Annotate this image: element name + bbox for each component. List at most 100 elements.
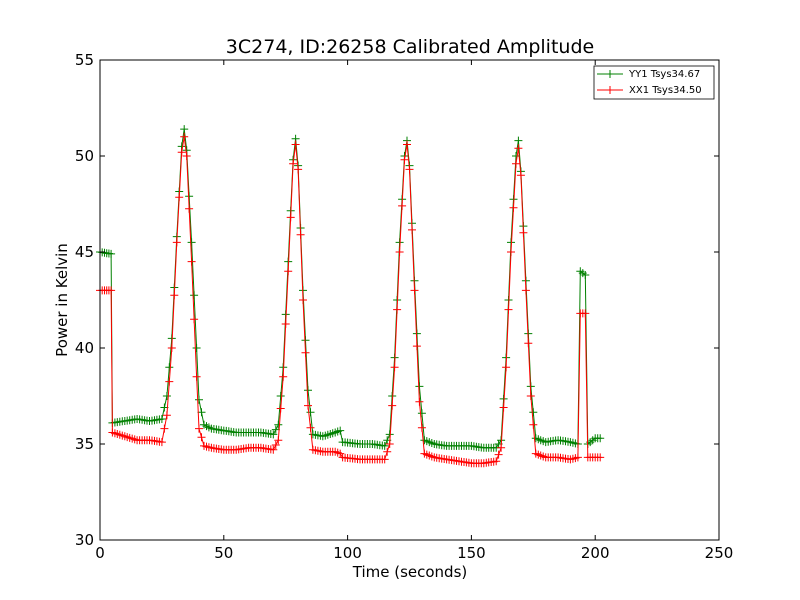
plot-frame (99, 59, 720, 541)
legend-box (593, 65, 715, 100)
data-point-yy1 (197, 408, 206, 417)
data-point-yy1 (162, 392, 171, 400)
data-point-xx1 (417, 423, 426, 432)
data-point-yy1 (306, 408, 315, 417)
data-point-xx1 (390, 363, 399, 372)
legend: YY1 Tsys34.67 XX1 Tsys34.50 (593, 65, 715, 100)
data-point-xx1 (410, 286, 419, 295)
data-point-xx1 (412, 342, 421, 351)
data-point-yy1 (107, 249, 116, 258)
data-point-xx1 (192, 372, 201, 381)
data-point-xx1 (195, 424, 203, 433)
data-point-xx1 (405, 165, 414, 174)
data-point-xx1 (383, 447, 392, 456)
data-point-xx1 (403, 140, 411, 149)
data-point-xx1 (279, 372, 288, 381)
data-point-yy1 (269, 430, 278, 439)
data-point-xx1 (395, 248, 404, 256)
data-point-yy1 (336, 426, 345, 435)
data-point-yy1 (304, 386, 312, 395)
data-point-yy1 (581, 271, 590, 279)
data-point-xx1 (400, 155, 409, 164)
series-layer (96, 125, 605, 468)
data-point-xx1 (296, 230, 305, 239)
ticks-layer: 0 50 100 150 200 250 30 35 40 45 50 55 (75, 51, 733, 562)
data-point-xx1 (398, 201, 407, 210)
data-point-yy1 (195, 395, 203, 404)
data-point-yy1 (529, 408, 538, 417)
data-point-xx1 (162, 411, 171, 420)
legend-label-xx1: XX1 Tsys34.50 (629, 85, 702, 96)
data-point-yy1 (274, 420, 283, 429)
data-point-xx1 (573, 453, 582, 462)
data-point-xx1 (388, 401, 397, 410)
data-point-xx1 (516, 171, 525, 180)
data-point-xx1 (187, 257, 196, 266)
data-point-xx1 (408, 225, 416, 234)
data-point-xx1 (512, 159, 520, 168)
x-tick-label: 100 (333, 544, 362, 562)
data-point-xx1 (286, 213, 295, 222)
data-point-xx1 (197, 433, 206, 442)
data-point-xx1 (507, 248, 515, 256)
data-point-xx1 (393, 305, 402, 314)
data-point-xx1 (190, 315, 199, 324)
data-point-yy1 (596, 434, 605, 443)
data-point-xx1 (177, 148, 186, 157)
data-point-xx1 (160, 424, 169, 433)
data-point-yy1 (271, 425, 280, 434)
chart-title: 3C274, ID:26258 Calibrated Amplitude (226, 36, 594, 58)
data-point-xx1 (596, 453, 605, 462)
x-axis-label: Time (seconds) (352, 563, 468, 581)
legend-marker-yy1 (606, 70, 614, 78)
data-point-xx1 (519, 228, 528, 237)
data-point-yy1 (180, 125, 189, 134)
x-tick-label: 200 (581, 544, 610, 562)
data-point-xx1 (165, 377, 174, 386)
data-point-xx1 (499, 403, 508, 412)
data-point-xx1 (415, 397, 424, 406)
data-point-xx1 (492, 457, 501, 466)
data-point-xx1 (502, 363, 511, 372)
legend-label-yy1: YY1 Tsys34.67 (628, 69, 700, 80)
x-tick-label: 50 (214, 544, 233, 562)
data-point-xx1 (269, 445, 278, 454)
data-point-yy1 (417, 409, 426, 418)
data-point-yy1 (380, 441, 389, 450)
data-point-yy1 (165, 363, 174, 372)
data-point-xx1 (276, 404, 285, 413)
y-tick-label: 40 (75, 339, 94, 357)
data-point-xx1 (271, 441, 280, 449)
data-point-xx1 (380, 455, 389, 464)
x-tick-label: 250 (705, 544, 734, 562)
y-tick-label: 50 (75, 147, 94, 165)
legend-marker-xx1 (606, 86, 614, 94)
data-point-yy1 (514, 136, 523, 145)
data-point-xx1 (182, 152, 191, 160)
series-xx1 (96, 132, 605, 468)
data-point-xx1 (509, 203, 518, 212)
data-point-xx1 (581, 309, 590, 318)
data-point-xx1 (172, 238, 181, 247)
data-point-xx1 (289, 159, 298, 168)
data-point-xx1 (301, 348, 310, 357)
data-point-xx1 (306, 423, 315, 432)
y-tick-label: 30 (75, 531, 94, 549)
data-point-xx1 (526, 392, 535, 400)
data-point-xx1 (157, 438, 166, 447)
y-axis-label: Power in Kelvin (53, 243, 71, 357)
data-point-xx1 (274, 436, 283, 445)
data-point-xx1 (504, 305, 513, 314)
data-point-xx1 (524, 339, 533, 348)
data-point-yy1 (190, 291, 199, 300)
x-tick-label: 0 (95, 544, 105, 562)
y-tick-label: 55 (75, 51, 94, 69)
data-point-xx1 (497, 443, 506, 452)
data-point-xx1 (170, 291, 179, 300)
data-point-xx1 (294, 165, 303, 174)
data-point-xx1 (304, 401, 312, 410)
series-yy1 (96, 125, 605, 452)
y-tick-label: 35 (75, 435, 94, 453)
data-point-xx1 (107, 286, 116, 295)
